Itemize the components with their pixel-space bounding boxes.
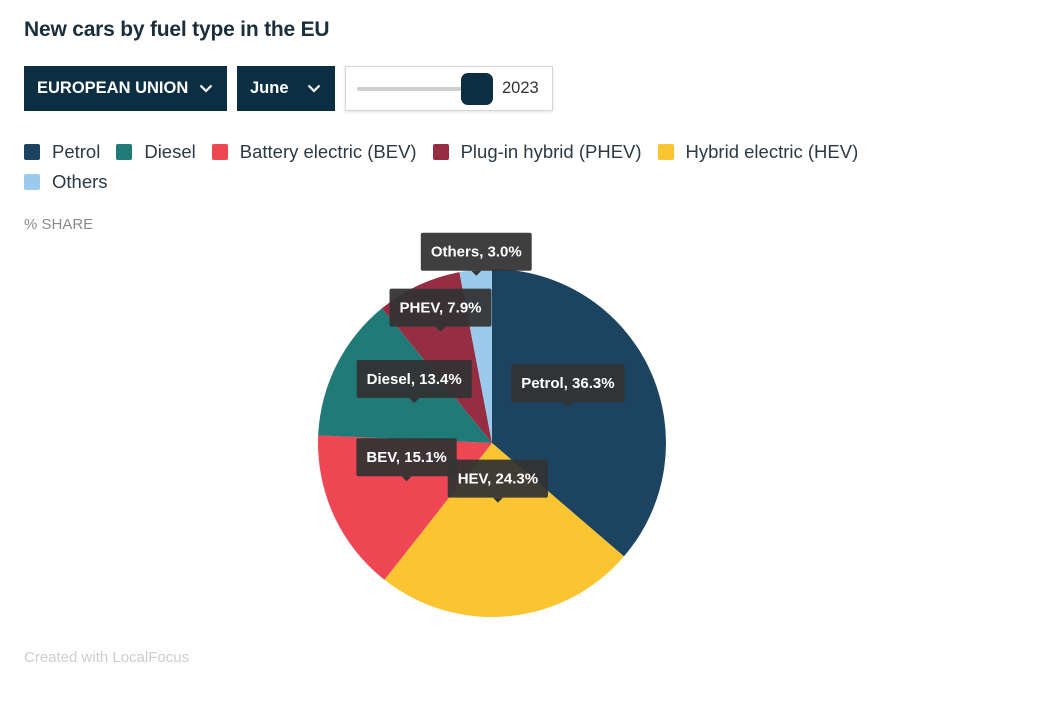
tooltip-pointer xyxy=(435,326,446,332)
slice-tooltip: Others, 3.0% xyxy=(420,232,532,276)
legend-label: Diesel xyxy=(144,141,196,162)
legend-item[interactable]: Plug-in hybrid (PHEV) xyxy=(432,141,642,163)
slice-tooltip: PHEV, 7.9% xyxy=(389,288,492,332)
filter-controls: EUROPEAN UNION June 2023 xyxy=(24,66,553,111)
unit-label: % SHARE xyxy=(24,216,94,233)
tooltip-pointer xyxy=(562,402,573,408)
pie-slice[interactable] xyxy=(492,269,666,557)
legend-label: Petrol xyxy=(52,141,101,162)
year-slider: 2023 xyxy=(345,66,553,111)
legend-item[interactable]: Diesel xyxy=(116,141,196,163)
legend-label: Battery electric (BEV) xyxy=(239,141,417,162)
credit-text: Created with LocalFocus xyxy=(24,649,190,666)
tooltip-label: PHEV, 7.9% xyxy=(400,300,482,317)
legend-item[interactable]: Hybrid electric (HEV) xyxy=(657,141,859,163)
legend-item[interactable]: Battery electric (BEV) xyxy=(211,141,417,163)
tooltip-label: Diesel, 13.4% xyxy=(367,371,462,388)
chevron-down-icon xyxy=(199,84,213,93)
tooltip-box xyxy=(389,288,492,327)
legend-swatch xyxy=(657,144,674,160)
year-slider-track[interactable] xyxy=(357,87,475,91)
month-dropdown[interactable]: June xyxy=(237,66,335,111)
month-dropdown-label: June xyxy=(250,79,289,97)
slice-tooltip: HEV, 24.3% xyxy=(447,459,548,503)
chart-legend: Petrol Diesel Battery electric (BEV) Plug-i… xyxy=(24,141,884,193)
tooltip-label: Petrol, 36.3% xyxy=(521,375,614,392)
legend-swatch xyxy=(211,144,228,160)
tooltip-box xyxy=(511,364,625,403)
legend-item[interactable]: Others xyxy=(24,171,108,193)
tooltip-box xyxy=(447,459,548,498)
tooltip-box xyxy=(356,360,472,398)
region-dropdown[interactable]: EUROPEAN UNION xyxy=(24,66,227,111)
legend-label: Plug-in hybrid (PHEV) xyxy=(460,141,642,162)
legend-swatch xyxy=(24,174,40,190)
tooltip-pointer xyxy=(471,270,482,276)
tooltip-pointer xyxy=(401,476,412,482)
legend-swatch xyxy=(432,144,449,160)
tooltip-pointer xyxy=(409,398,420,403)
chart-title: New cars by fuel type in the EU xyxy=(24,18,330,41)
pie-slice[interactable] xyxy=(384,443,624,617)
year-slider-thumb[interactable] xyxy=(461,73,493,105)
slice-tooltip: Diesel, 13.4% xyxy=(356,360,472,403)
slice-tooltip: Petrol, 36.3% xyxy=(511,364,625,408)
legend-item[interactable]: Petrol xyxy=(24,141,100,163)
legend-swatch xyxy=(24,144,40,160)
tooltip-label: HEV, 24.3% xyxy=(458,471,538,488)
tooltip-box xyxy=(420,232,532,271)
tooltip-box xyxy=(356,438,457,477)
legend-swatch xyxy=(116,144,133,160)
legend-label: Hybrid electric (HEV) xyxy=(685,141,859,162)
tooltip-label: BEV, 15.1% xyxy=(366,449,446,466)
region-dropdown-label: EUROPEAN UNION xyxy=(37,79,189,97)
slice-tooltip: BEV, 15.1% xyxy=(356,438,457,482)
legend-label: Others xyxy=(52,171,108,192)
chevron-down-icon xyxy=(307,84,321,93)
year-value: 2023 xyxy=(502,79,539,97)
tooltip-pointer xyxy=(492,497,503,503)
tooltip-label: Others, 3.0% xyxy=(431,244,522,261)
